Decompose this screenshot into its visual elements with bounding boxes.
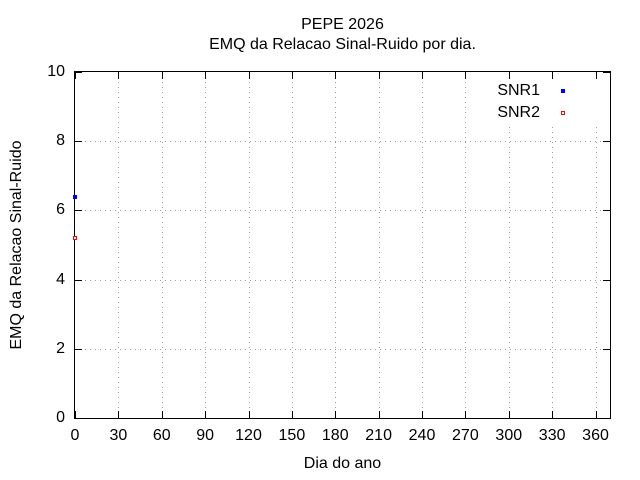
y-tick-right	[603, 210, 610, 212]
legend-background	[472, 73, 610, 126]
snr2-marker-open-square	[73, 236, 77, 241]
y-tick-left	[75, 210, 82, 212]
x-tick-bottom	[595, 411, 597, 418]
x-tick-label: 360	[582, 427, 609, 444]
x-tick-bottom	[161, 411, 163, 418]
x-tick-top	[291, 72, 293, 79]
x-tick-top	[595, 72, 597, 79]
legend-entry-snr2: SNR2	[497, 103, 586, 123]
x-tick-label: 300	[495, 427, 523, 444]
y-tick-right	[603, 418, 610, 419]
x-tick-top	[422, 72, 424, 79]
y-axis-label: EMQ da Relacao Sinal-Ruido	[8, 140, 25, 350]
x-gridline	[508, 72, 510, 418]
legend-entry-snr1: SNR1	[497, 81, 586, 101]
y-tick-left	[75, 418, 82, 419]
snr2-marker-open-square	[561, 111, 565, 115]
x-tick-top	[508, 72, 510, 79]
x-tick-bottom	[205, 411, 207, 418]
x-gridline	[378, 72, 380, 418]
x-tick-top	[118, 72, 120, 79]
y-tick-left	[75, 72, 82, 73]
x-tick-top	[75, 72, 76, 79]
y-tick-left	[75, 348, 82, 350]
x-tick-top	[248, 72, 250, 79]
x-gridline	[422, 72, 424, 418]
x-tick-label: 270	[452, 427, 479, 444]
x-tick-bottom	[335, 411, 337, 418]
x-tick-bottom	[291, 411, 293, 418]
x-tick-bottom	[118, 411, 120, 418]
x-tick-label: 150	[278, 427, 306, 444]
legend-marker-slot	[540, 111, 586, 115]
x-tick-bottom	[422, 411, 424, 418]
x-axis-label: Dia do ano	[303, 455, 382, 472]
y-tick-right	[603, 348, 610, 350]
x-tick-top	[552, 72, 554, 79]
y-tick-label: 4	[56, 270, 65, 288]
x-tick-label: 30	[109, 427, 128, 444]
x-tick-top	[161, 72, 163, 79]
x-tick-top	[205, 72, 207, 79]
x-gridline	[291, 72, 293, 418]
x-tick-bottom	[248, 411, 250, 418]
y-tick-left	[75, 141, 82, 143]
legend-marker-slot	[540, 89, 586, 93]
y-gridline	[75, 279, 610, 281]
x-tick-bottom	[508, 411, 510, 418]
x-gridline	[335, 72, 337, 418]
y-tick-right	[603, 279, 610, 281]
x-gridline	[595, 72, 597, 418]
plot-area: SNR1 SNR2	[73, 71, 611, 419]
y-tick-right	[603, 72, 610, 73]
x-tick-top	[378, 72, 380, 79]
x-tick-top	[335, 72, 337, 79]
x-tick-label: 60	[152, 427, 171, 444]
x-gridline	[118, 72, 120, 418]
x-gridline	[161, 72, 163, 418]
y-gridline	[75, 348, 610, 350]
y-gridline	[75, 141, 610, 143]
x-tick-label: 210	[365, 427, 392, 444]
y-tick-label: 2	[56, 339, 65, 357]
y-tick-left	[75, 279, 82, 281]
x-tick-label: 330	[538, 427, 566, 444]
snr1-marker-filled-square	[561, 89, 565, 93]
x-gridline	[205, 72, 207, 418]
x-tick-label: 180	[321, 427, 349, 444]
x-tick-label: 240	[408, 427, 436, 444]
x-tick-label: 90	[196, 427, 215, 444]
x-tick-bottom	[552, 411, 554, 418]
chart-title: PEPE 2026	[301, 16, 384, 33]
y-tick-label: 10	[47, 63, 65, 80]
x-gridline	[248, 72, 250, 418]
x-tick-label: 0	[70, 427, 80, 444]
legend-label: SNR1	[497, 82, 540, 99]
x-tick-bottom	[378, 411, 380, 418]
x-tick-top	[465, 72, 467, 79]
snr1-marker-filled-square	[73, 194, 77, 199]
x-tick-bottom	[75, 411, 76, 418]
y-gridline	[75, 210, 610, 212]
x-gridline	[552, 72, 554, 418]
y-tick-label: 0	[56, 409, 65, 426]
x-gridline	[465, 72, 467, 418]
y-tick-right	[603, 141, 610, 143]
y-tick-label: 8	[56, 132, 65, 150]
legend-label: SNR2	[497, 104, 540, 121]
y-tick-label: 6	[56, 201, 65, 219]
x-tick-label: 120	[235, 427, 262, 444]
x-tick-bottom	[465, 411, 467, 418]
chart-subtitle: EMQ da Relacao Sinal-Ruido por dia.	[209, 36, 476, 53]
